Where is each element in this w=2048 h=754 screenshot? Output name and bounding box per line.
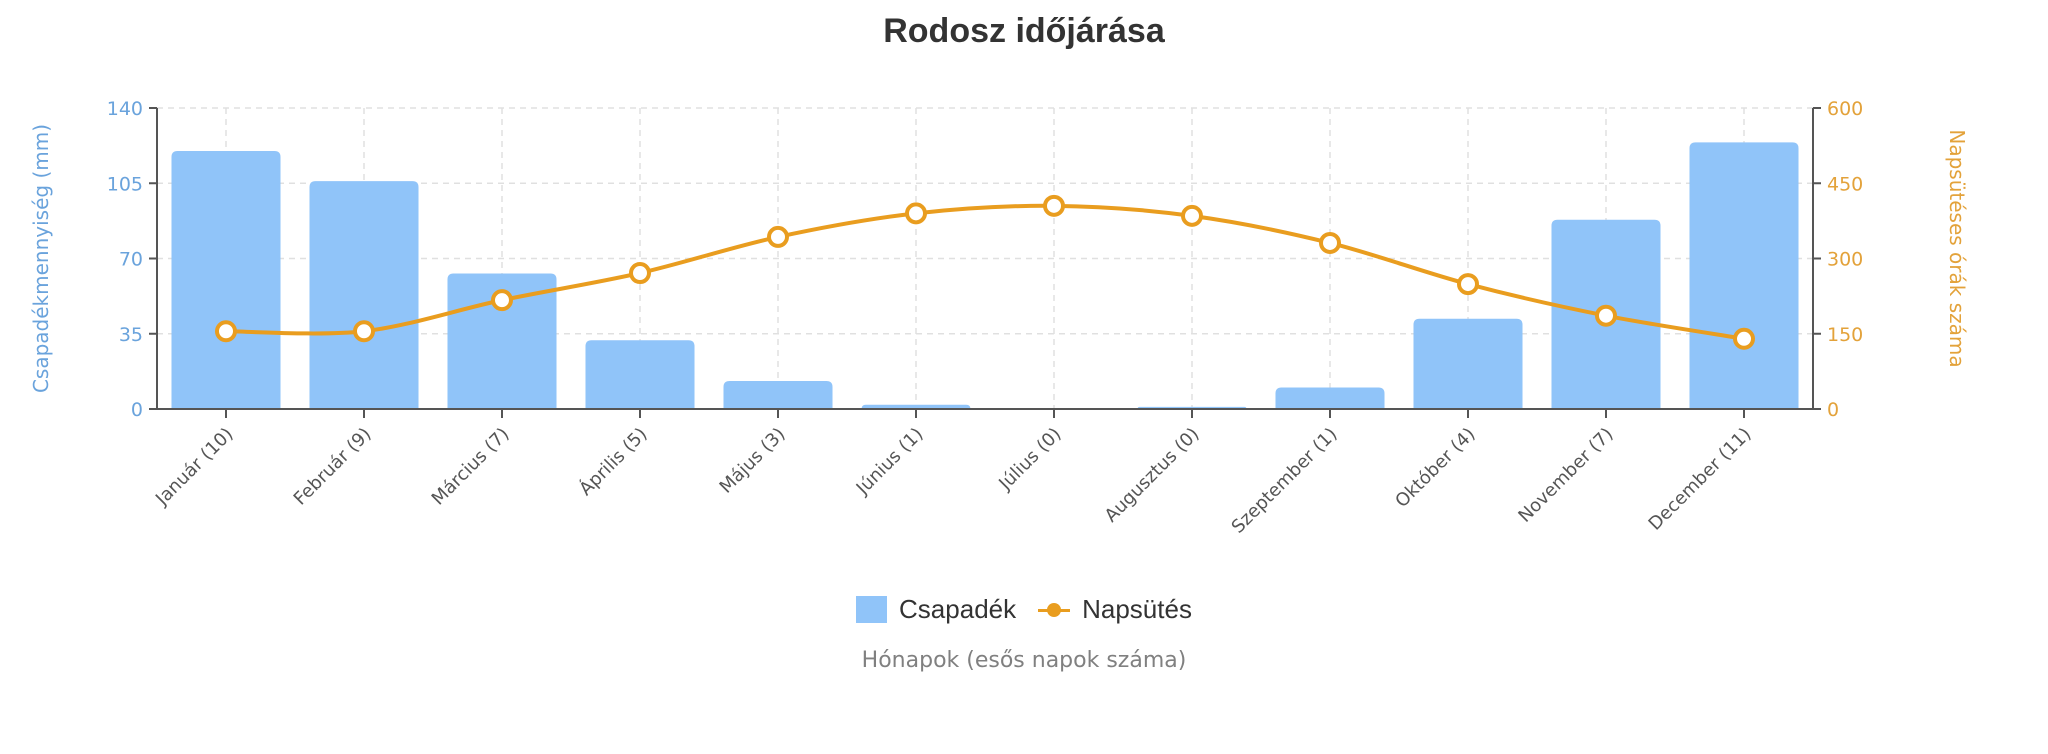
y-left-tick-label: 0 bbox=[131, 399, 143, 421]
sunshine-point[interactable] bbox=[491, 289, 513, 312]
chart-title: Rodosz időjárása bbox=[883, 12, 1165, 50]
sunshine-point[interactable] bbox=[1319, 231, 1341, 254]
bar-precipitation[interactable] bbox=[1689, 142, 1799, 409]
bar-precipitation[interactable] bbox=[171, 151, 281, 409]
legend: Csapadék Napsütés bbox=[0, 594, 2048, 625]
y-axis-left-title: Csapadékmennyiség (mm) bbox=[29, 124, 53, 393]
sunshine-point[interactable] bbox=[1733, 327, 1755, 350]
x-tick-label: Március (7) bbox=[428, 424, 514, 510]
x-tick-label: Április (5) bbox=[575, 423, 652, 500]
y-left-tick-label: 105 bbox=[107, 173, 143, 195]
x-axis-title: Hónapok (esős napok száma) bbox=[861, 648, 1187, 673]
legend-item-precipitation[interactable]: Csapadék bbox=[856, 594, 1016, 625]
sunshine-line-path bbox=[225, 203, 1745, 341]
sunshine-point[interactable] bbox=[353, 320, 375, 343]
bar-precipitation[interactable] bbox=[1413, 318, 1523, 409]
sunshine-line bbox=[215, 194, 1755, 350]
y-right-tick-label: 450 bbox=[1827, 173, 1863, 195]
y-left-tick-label: 70 bbox=[119, 249, 143, 271]
x-tick-label: Február (9) bbox=[290, 424, 376, 510]
y-right-tick-label: 150 bbox=[1827, 324, 1863, 346]
sunshine-point[interactable] bbox=[1181, 204, 1203, 227]
bar-precipitation[interactable] bbox=[723, 381, 833, 409]
bar-swatch-icon bbox=[856, 596, 888, 623]
x-tick-label: Január (10) bbox=[151, 424, 237, 510]
x-tick-label: Augusztus (0) bbox=[1101, 424, 1204, 527]
y-left-tick-label: 140 bbox=[107, 98, 143, 120]
y-axis-right-title: Napsütéses órák száma bbox=[1945, 129, 1969, 367]
x-tick-label: December (11) bbox=[1645, 424, 1756, 535]
y-right-tick-label: 0 bbox=[1827, 399, 1839, 421]
x-tick-label: Május (3) bbox=[716, 424, 790, 498]
legend-item-sunshine[interactable]: Napsütés bbox=[1038, 594, 1192, 625]
axes bbox=[149, 107, 1821, 418]
line-marker-swatch-icon bbox=[1038, 602, 1071, 618]
sunshine-point[interactable] bbox=[905, 202, 927, 225]
bar-precipitation[interactable] bbox=[309, 181, 419, 409]
legend-label: Napsütés bbox=[1082, 594, 1192, 624]
y-right-tick-label: 300 bbox=[1827, 249, 1863, 271]
bar-precipitation[interactable] bbox=[861, 404, 971, 409]
sunshine-point[interactable] bbox=[215, 320, 237, 343]
y-left-tick-label: 35 bbox=[119, 324, 143, 346]
sunshine-point[interactable] bbox=[629, 262, 651, 285]
sunshine-point[interactable] bbox=[767, 225, 789, 248]
y-right-tick-label: 600 bbox=[1827, 98, 1863, 120]
sunshine-point[interactable] bbox=[1457, 273, 1479, 296]
x-tick-label: Szeptember (1) bbox=[1228, 424, 1342, 538]
bar-precipitation[interactable] bbox=[585, 340, 695, 409]
legend-label: Csapadék bbox=[899, 594, 1017, 624]
precipitation-bars bbox=[171, 142, 1799, 410]
x-tick-label: Október (4) bbox=[1391, 424, 1479, 512]
sunshine-point[interactable] bbox=[1595, 304, 1617, 327]
grid-lines bbox=[157, 107, 1813, 409]
x-tick-label: Június (1) bbox=[852, 424, 928, 500]
x-tick-label: November (7) bbox=[1514, 424, 1617, 527]
x-tick-label: Július (0) bbox=[994, 424, 1065, 495]
bar-precipitation[interactable] bbox=[1275, 387, 1385, 410]
sunshine-point[interactable] bbox=[1043, 194, 1065, 217]
